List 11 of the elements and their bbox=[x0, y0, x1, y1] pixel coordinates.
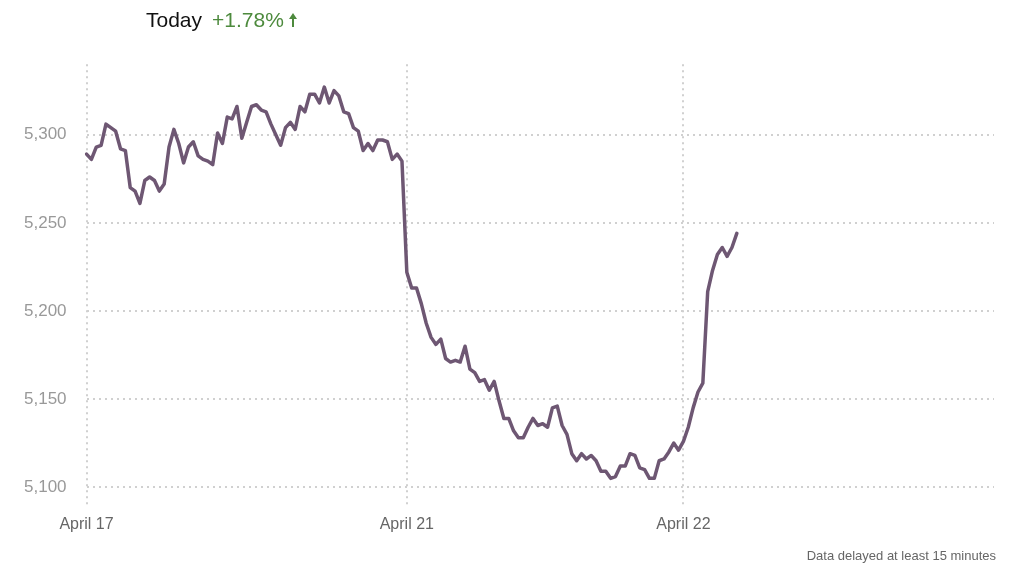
x-tick-label: April 17 bbox=[59, 514, 114, 532]
y-tick-label: 5,150 bbox=[23, 388, 67, 408]
y-tick-label: 5,300 bbox=[23, 124, 67, 144]
y-tick-label: 5,200 bbox=[23, 300, 67, 320]
chart-title: Today bbox=[146, 8, 203, 32]
x-tick-label: April 21 bbox=[379, 514, 435, 532]
text: Data delayed at least 15 minutes bbox=[806, 548, 996, 563]
chart-subtitle: +1.78% bbox=[212, 8, 284, 32]
x-tick-label: April 22 bbox=[656, 514, 711, 532]
y-tick-label: 5,250 bbox=[23, 212, 67, 232]
y-tick-label: 5,100 bbox=[23, 476, 67, 496]
